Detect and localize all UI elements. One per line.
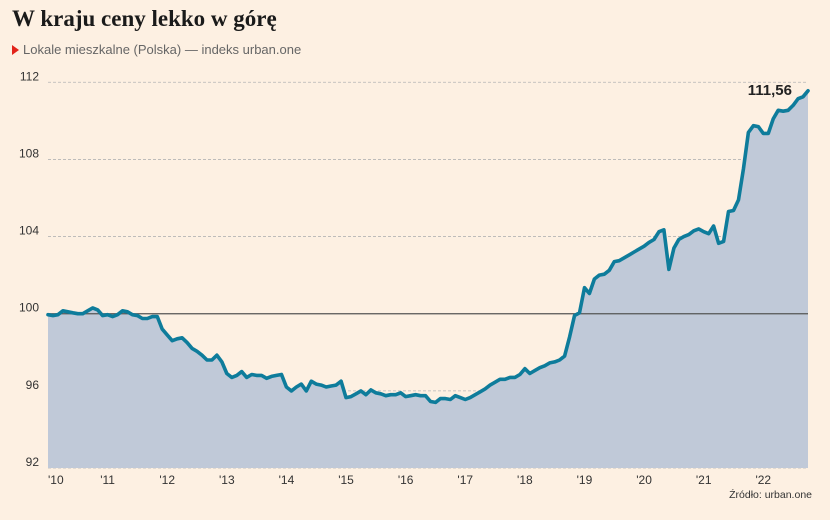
series-line <box>46 89 810 405</box>
x-tick-label: '17 <box>457 473 473 487</box>
x-tick-label: '13 <box>219 473 235 487</box>
red-triangle-icon <box>12 45 19 55</box>
x-tick-label: '16 <box>398 473 414 487</box>
source-note: Źródło: urban.one <box>729 489 812 501</box>
x-tick-label: '15 <box>338 473 354 487</box>
y-axis-labels: 92 96 100 104 108 112 <box>19 69 39 469</box>
area-fill <box>48 90 808 469</box>
x-tick-label: '11 <box>100 473 115 487</box>
chart-title: W kraju ceny lekko w górę <box>12 6 277 31</box>
y-tick-label: 100 <box>19 301 39 315</box>
x-tick-label: '20 <box>636 473 652 487</box>
y-tick-label: 92 <box>26 455 40 469</box>
chart-subtitle-text: Lokale mieszkalne (Polska) — indeks urba… <box>23 42 302 57</box>
y-tick-label: 96 <box>26 378 40 392</box>
x-tick-label: '18 <box>517 473 533 487</box>
x-axis-labels: '10 '11 '12 '13 '14 '15 '16 '17 '18 '19 '20 '21 '22 <box>48 473 771 487</box>
y-tick-label: 112 <box>20 69 39 83</box>
x-tick-label: '12 <box>159 473 175 487</box>
x-tick-label: '14 <box>279 473 295 487</box>
end-value-label: 111,56 <box>748 82 792 99</box>
x-tick-label: '21 <box>696 473 712 487</box>
y-tick-label: 108 <box>19 146 39 160</box>
x-tick-label: '10 <box>48 473 64 487</box>
x-tick-label: '19 <box>577 473 593 487</box>
chart-subtitle: Lokale mieszkalne (Polska) — indeks urba… <box>12 42 301 57</box>
x-tick-label: '22 <box>755 473 771 487</box>
y-tick-label: 104 <box>19 224 39 238</box>
